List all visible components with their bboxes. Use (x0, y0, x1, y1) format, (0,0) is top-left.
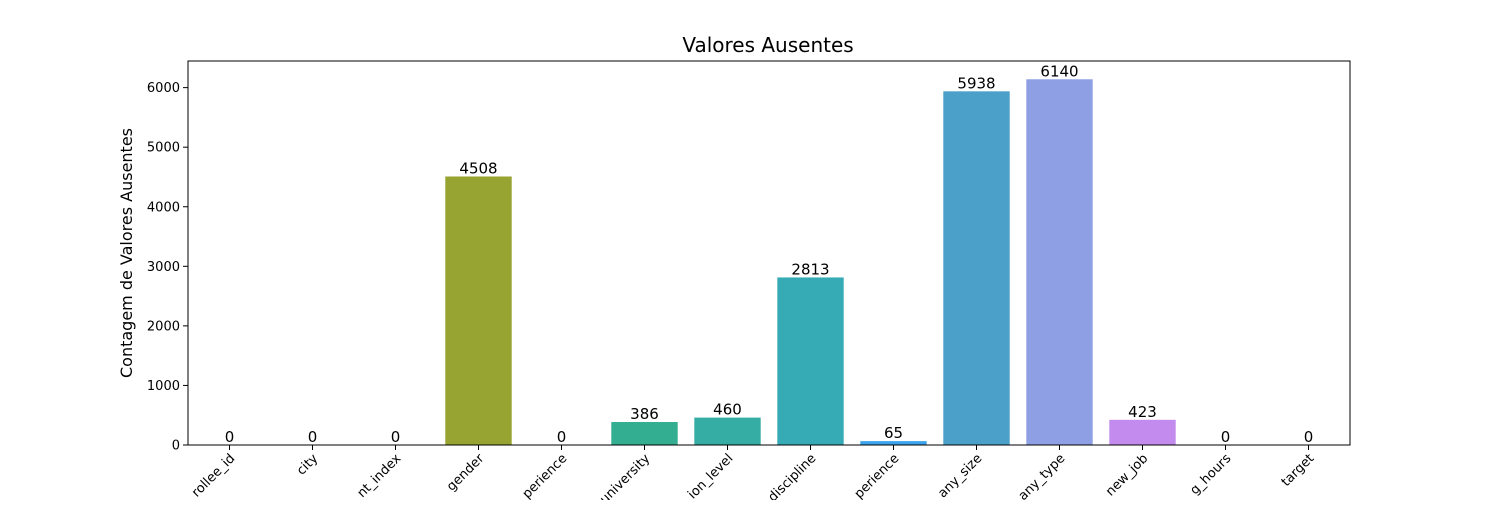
bar-8 (860, 441, 927, 445)
x-tick-label-7: discipline (766, 451, 820, 500)
x-tick-label-5: university (597, 451, 653, 500)
data-label-1: 0 (308, 428, 318, 446)
data-label-11: 423 (1128, 403, 1157, 421)
bar-6 (694, 417, 761, 445)
bar-9 (943, 91, 1010, 445)
data-label-7: 2813 (791, 260, 829, 278)
y-tick-label-5: 5000 (147, 141, 180, 156)
x-tick-label-9: any_size (935, 451, 985, 500)
bar-5 (611, 422, 678, 445)
data-label-6: 460 (713, 401, 742, 419)
bar-3 (445, 176, 512, 446)
y-tick-label-2: 2000 (147, 319, 180, 334)
y-tick-label-0: 0 (172, 439, 180, 454)
chart-title: Valores Ausentes (682, 33, 853, 57)
x-tick-label-12: g_hours (1187, 451, 1234, 498)
data-label-3: 4508 (459, 159, 497, 177)
x-tick-label-10: any_type (1016, 451, 1069, 500)
bar-10 (1026, 79, 1093, 445)
x-tick-label-3: gender (444, 451, 488, 495)
y-tick-label-1: 1000 (147, 379, 180, 394)
x-tick-label-6: ion_level (685, 451, 736, 500)
y-tick-label-6: 6000 (147, 81, 180, 96)
data-label-2: 0 (391, 428, 401, 446)
y-tick-label-3: 3000 (147, 260, 180, 275)
x-tick-label-4: perience (520, 451, 571, 500)
x-tick-label-0: rollee_id (189, 451, 238, 500)
x-ticks-group: rollee_id city nt_index gender perience unive… (189, 445, 1318, 505)
data-label-12: 0 (1221, 428, 1231, 446)
x-tick-label-11: new_job (1103, 451, 1151, 499)
data-labels-group: 0 0 0 4508 0 386 460 2813 65 5938 6140 423 0 0 (225, 62, 1314, 446)
bar-7 (777, 277, 844, 445)
data-label-13: 0 (1304, 428, 1314, 446)
data-label-10: 6140 (1040, 62, 1078, 80)
data-label-8: 65 (884, 424, 903, 442)
x-tick-label-8: perience (852, 451, 903, 500)
bars-group (445, 79, 1176, 446)
data-label-5: 386 (630, 405, 659, 423)
plot-frame (187, 60, 1351, 446)
data-label-0: 0 (225, 428, 235, 446)
y-axis-label: Contagem de Valores Ausentes (117, 128, 136, 378)
y-tick-label-4: 4000 (147, 200, 180, 215)
x-tick-label-1: city (294, 451, 321, 478)
x-tick-label-2: nt_index (355, 451, 405, 500)
y-ticks-group: 0 1000 2000 3000 4000 5000 6000 (147, 81, 188, 454)
x-tick-label-13: target (1279, 451, 1318, 490)
data-label-9: 5938 (957, 74, 995, 92)
data-label-4: 0 (557, 428, 567, 446)
bar-11 (1109, 419, 1176, 445)
